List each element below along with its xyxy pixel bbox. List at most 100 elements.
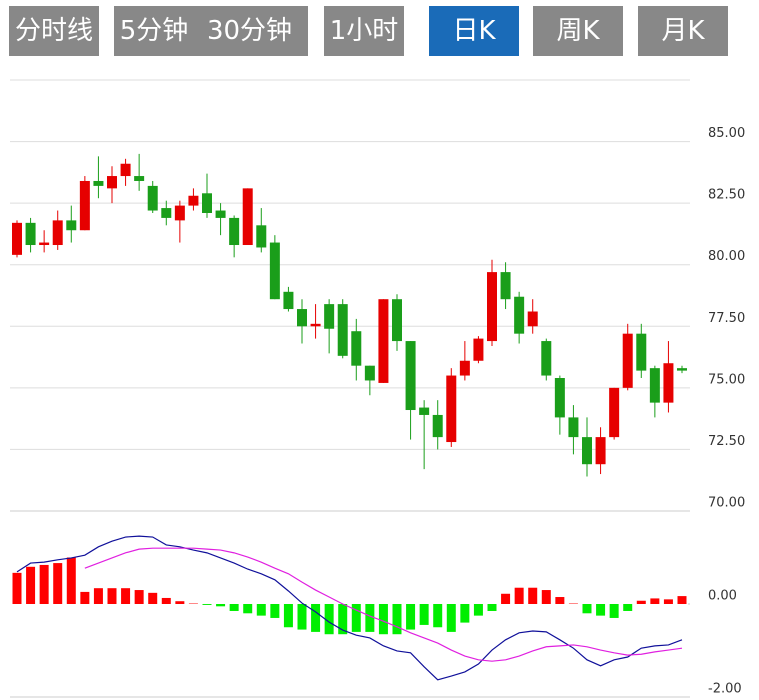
candle-body — [473, 338, 484, 361]
macd-bar — [501, 593, 511, 604]
y-tick-label: 85.00 — [708, 126, 745, 141]
y-tick-label: -2.00 — [708, 682, 742, 697]
candle-body — [79, 180, 90, 231]
candle-body — [134, 176, 145, 181]
candle-body — [337, 304, 348, 356]
macd-bar — [528, 587, 538, 604]
candle-body — [487, 272, 497, 342]
macd-bar — [419, 604, 429, 625]
candle-body — [229, 217, 240, 246]
candle-body — [446, 375, 457, 443]
candle-body — [188, 195, 199, 206]
macd-bar — [446, 604, 456, 632]
candle-body — [12, 222, 22, 255]
macd-bar — [256, 604, 266, 616]
candle-body — [269, 242, 280, 300]
tab[interactable]: 日K — [429, 6, 519, 56]
macd-bar — [324, 604, 334, 635]
macd-bar — [175, 601, 185, 604]
candle-body — [324, 304, 335, 329]
macd-bar — [650, 598, 660, 604]
y-tick-label: 70.00 — [708, 496, 745, 511]
macd-bar — [216, 604, 226, 607]
candle-body — [120, 163, 131, 177]
macd-bar — [26, 566, 36, 604]
macd-bar — [134, 590, 144, 604]
y-tick-label: 72.50 — [708, 434, 745, 449]
macd-bar — [283, 604, 293, 628]
candle-body — [297, 309, 307, 327]
candle-body — [256, 225, 267, 248]
candle-body — [636, 333, 647, 371]
candle-body — [554, 378, 565, 418]
candle-body — [161, 208, 172, 218]
y-tick-label: 80.00 — [708, 249, 745, 264]
macd-bar — [460, 604, 470, 623]
macd-bar — [311, 604, 321, 632]
y-tick-label: 75.00 — [708, 372, 745, 387]
macd-bar — [541, 590, 551, 604]
macd-bar — [93, 588, 103, 604]
candle-body — [310, 323, 321, 327]
macd-bar — [514, 587, 524, 604]
macd-bar — [107, 588, 117, 604]
macd-line — [16, 535, 683, 681]
candle-body — [93, 180, 104, 186]
y-tick-label: 82.50 — [708, 188, 745, 203]
macd-bar — [80, 591, 90, 604]
tab[interactable]: 5分钟 — [114, 6, 194, 56]
macd-line — [84, 547, 683, 662]
candle-body — [568, 417, 579, 438]
candle-body — [432, 414, 443, 438]
macd-bar — [406, 604, 416, 630]
macd-bar — [623, 604, 633, 611]
macd-bar — [582, 604, 592, 614]
candle-body — [378, 299, 389, 383]
macd-bar — [365, 604, 375, 632]
candle-body — [39, 242, 50, 246]
macd-bar — [487, 604, 497, 611]
candle-body — [351, 331, 362, 366]
macd-bar — [609, 604, 619, 618]
macd-bar — [378, 604, 388, 635]
y-tick-label: 0.00 — [708, 589, 737, 604]
candle-body — [405, 341, 416, 411]
macd-bar — [596, 604, 606, 616]
candle-body — [174, 205, 185, 221]
candle-body — [107, 176, 117, 189]
macd-bar — [555, 597, 565, 604]
candle-body — [541, 341, 552, 376]
macd-bar — [161, 597, 171, 604]
tab[interactable]: 月K — [638, 6, 728, 56]
macd-bar — [351, 604, 361, 632]
macd-bar — [243, 604, 253, 614]
macd-bar — [229, 604, 239, 611]
macd-bar — [636, 600, 646, 604]
candle-body — [66, 220, 77, 231]
candle-body — [649, 368, 660, 403]
macd-bar — [66, 557, 76, 604]
macd-bar — [297, 604, 307, 630]
candle-body — [419, 407, 430, 415]
candle-body — [595, 437, 606, 465]
candle-body — [392, 299, 402, 342]
y-tick-label: 77.50 — [708, 311, 745, 326]
macd-bar — [392, 604, 402, 635]
tab[interactable]: 分时线 — [9, 6, 99, 56]
candle-body — [147, 185, 158, 211]
macd-bar — [663, 599, 673, 604]
macd-bar — [338, 604, 348, 635]
tab[interactable]: 30分钟 — [191, 6, 308, 56]
macd-bar — [433, 604, 443, 628]
candle-body — [459, 360, 470, 376]
candle-body — [609, 387, 620, 438]
candle-body — [663, 363, 674, 403]
candle-body — [622, 333, 633, 388]
candle-body — [582, 437, 592, 465]
macd-bar — [202, 604, 212, 605]
candle-body — [677, 368, 687, 371]
tab[interactable]: 周K — [533, 6, 623, 56]
tab[interactable]: 1小时 — [324, 6, 404, 56]
candle-body — [364, 365, 375, 381]
